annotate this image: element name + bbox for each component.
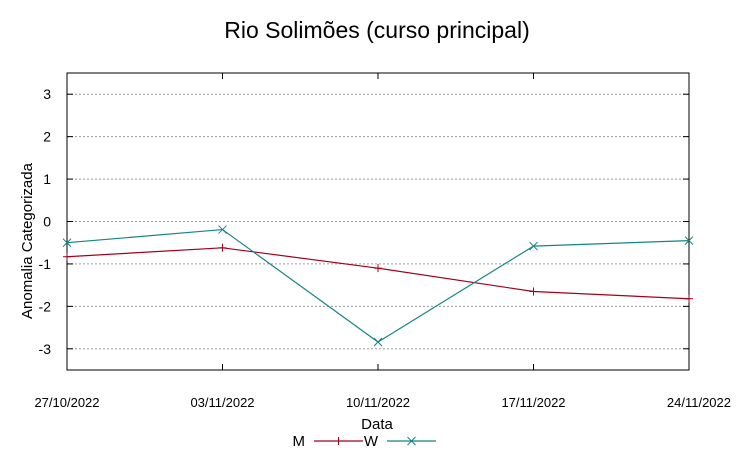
y-tick-label: -3 [39, 341, 52, 357]
chart-title: Rio Solimões (curso principal) [224, 17, 530, 43]
legend-marker [334, 437, 343, 445]
legend-label: W [364, 433, 379, 450]
y-tick-label: -2 [39, 298, 52, 314]
y-tick-label: 2 [43, 129, 51, 145]
x-tick-label: 10/11/2022 [346, 395, 410, 410]
x-tick-label: 24/11/2022 [667, 395, 731, 410]
data-point [62, 238, 72, 248]
series-layer [62, 225, 694, 347]
series-line [66, 228, 690, 343]
x-tick-label: 17/11/2022 [501, 395, 565, 410]
series-M [63, 243, 693, 303]
legend-marker [407, 436, 416, 446]
data-point [684, 236, 694, 245]
series-W [62, 225, 694, 347]
data-point [529, 241, 538, 251]
x-axis-label: Data [361, 416, 393, 433]
data-point [218, 225, 227, 234]
y-axis-label: Anomalia Categorizada [19, 162, 36, 319]
x-axis: 27/10/2022 03/11/2022 10/11/2022 17/11/2022… [34, 73, 731, 410]
x-tick-label: 27/10/2022 [34, 395, 99, 410]
legend-label: M [293, 433, 306, 450]
y-axis: -3 -2 -1 0 1 2 3 [39, 86, 689, 357]
data-point [407, 436, 416, 446]
x-tick-label: 03/11/2022 [190, 395, 254, 410]
grid [67, 93, 689, 350]
series-line [66, 247, 690, 300]
y-tick-label: 1 [43, 171, 51, 187]
y-tick-label: 3 [43, 86, 51, 102]
data-point [373, 337, 383, 347]
y-tick-label: 0 [43, 214, 51, 230]
y-tick-label: -1 [39, 256, 52, 272]
